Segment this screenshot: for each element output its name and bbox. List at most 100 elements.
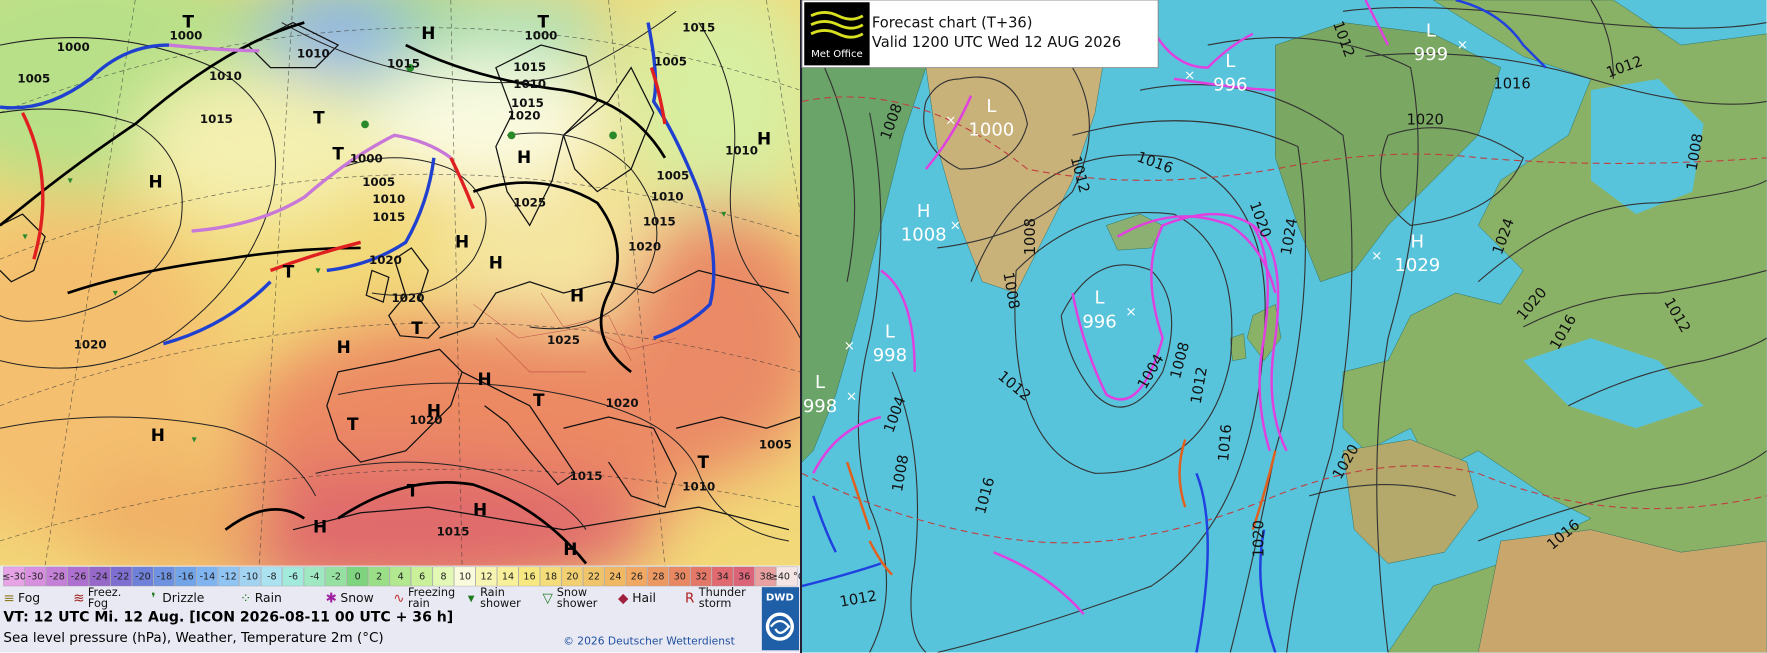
pressure-center-type: L — [1225, 51, 1235, 72]
pressure-center-type: H — [917, 201, 931, 222]
pressure-center: H — [473, 500, 487, 520]
pressure-center: H — [478, 369, 492, 389]
pressure-center: T — [313, 107, 325, 127]
weather-icon: ◆ — [618, 590, 629, 606]
legend-swatch — [604, 566, 626, 587]
pressure-center: T — [182, 12, 194, 32]
legend-swatch — [368, 566, 390, 587]
weather-label: storm — [699, 597, 732, 610]
weather-label: Snow — [340, 590, 373, 605]
legend-label: 18 — [545, 572, 557, 583]
metoffice-map — [802, 0, 1767, 653]
center-cross: × — [950, 217, 961, 233]
legend-label: -22 — [114, 572, 130, 583]
copyright: © 2026 Deutscher Wetterdienst — [563, 634, 735, 647]
isobar-label: 1015 — [643, 215, 676, 229]
weather-label: rain — [408, 597, 430, 610]
legend-swatch — [153, 566, 175, 587]
pressure-center-value: 996 — [1213, 75, 1247, 96]
pressure-center: T — [537, 12, 549, 32]
weather-icon: ▾ — [468, 590, 475, 606]
legend-label: 6 — [419, 572, 425, 583]
legend-swatch — [497, 566, 519, 587]
legend-swatch — [110, 566, 132, 587]
pressure-center-type: L — [815, 372, 825, 393]
pressure-center-value: 1008 — [901, 225, 947, 246]
legend-label: -10 — [243, 572, 259, 583]
isobar-label: 1000 — [169, 29, 202, 43]
valid-time: VT: 12 UTC Mi. 12 Aug. [ICON 2026-08-11 … — [3, 610, 453, 626]
legend-label: ≤-30 — [2, 572, 26, 583]
svg-text:●: ● — [507, 130, 516, 141]
isobar-label: 1020 — [628, 239, 661, 253]
legend-label: 0 — [355, 572, 361, 583]
legend-swatch — [540, 566, 562, 587]
weather-icon: ❜ — [151, 590, 155, 606]
pressure-center-value: 998 — [873, 345, 907, 366]
legend-swatch — [754, 566, 777, 587]
legend-swatch — [668, 566, 691, 587]
pressure-center-type: L — [885, 321, 895, 342]
weather-label: shower — [480, 597, 521, 610]
legend-label: -12 — [221, 572, 237, 583]
svg-text:▾: ▾ — [113, 288, 119, 299]
legend-swatch — [196, 566, 218, 587]
weather-label: Thunder — [698, 586, 746, 599]
legend-swatch — [346, 566, 369, 587]
legend-swatch — [46, 566, 68, 587]
center-cross: × — [846, 389, 857, 405]
weather-icon: R — [685, 590, 694, 606]
legend-swatch — [776, 566, 798, 587]
isobar-label: 1000 — [350, 151, 383, 165]
isobar-label: 1015 — [682, 21, 715, 35]
pressure-center-type: H — [1411, 231, 1425, 252]
legend-swatch — [625, 566, 648, 587]
legend-swatch — [175, 566, 197, 587]
legend-swatch — [411, 566, 433, 587]
legend-label: 24 — [609, 572, 621, 583]
weather-label: Freez. — [88, 586, 121, 599]
svg-text:▾: ▾ — [721, 209, 727, 220]
weather-legend: ≡ Fog ≋ Freez.Fog ❜ Drizzle ⁘ Rain ✱ Snow ∿ Freezin… — [3, 586, 746, 610]
isobar-label: 1015 — [200, 112, 233, 126]
legend-label: -14 — [200, 572, 216, 583]
pressure-center: T — [407, 480, 419, 500]
isobar-label: 1020 — [606, 396, 639, 410]
isobar-label: 1008 — [1684, 132, 1707, 172]
svg-text:▾: ▾ — [23, 232, 29, 243]
subtitle: Sea level pressure (hPa), Weather, Tempe… — [3, 630, 383, 646]
isobar-label: 1015 — [570, 469, 603, 483]
weather-label: Fog — [88, 597, 108, 610]
isobar-label: 1020 — [508, 109, 541, 123]
isobar-label: 1010 — [682, 479, 715, 493]
isobar-label: 1005 — [17, 71, 50, 85]
legend-swatch — [389, 566, 411, 587]
legend-label: -26 — [71, 572, 87, 583]
center-cross: × — [1457, 37, 1468, 53]
center-cross: × — [1125, 304, 1136, 320]
legend-swatch — [454, 566, 476, 587]
legend-swatch — [67, 566, 89, 587]
legend-swatch — [3, 566, 25, 587]
pressure-center: H — [421, 23, 435, 43]
pressure-center: T — [332, 143, 344, 163]
isobar-label: 1025 — [513, 195, 546, 209]
isobar-label: 1015 — [437, 524, 470, 538]
isobar-label: 1015 — [511, 96, 544, 110]
legend-label: -18 — [157, 572, 173, 583]
svg-text:▾: ▾ — [316, 265, 322, 276]
legend-label: 12 — [480, 572, 492, 583]
pressure-center: H — [455, 231, 469, 251]
legend-swatch — [239, 566, 261, 587]
isobar-label: 1008 — [999, 271, 1022, 311]
pressure-center: T — [347, 414, 359, 434]
legend-label: 22 — [588, 572, 600, 583]
legend-label: 20 — [566, 572, 578, 583]
legend-swatch — [303, 566, 326, 587]
legend-label: 28 — [652, 572, 664, 583]
legend-swatch — [325, 566, 347, 587]
isobar-label: 1000 — [524, 29, 557, 43]
pressure-center: H — [489, 253, 503, 273]
